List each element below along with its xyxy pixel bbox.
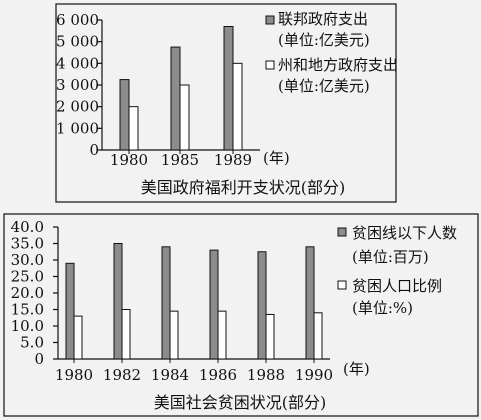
chart-1-legend-name-2: 州和地方政府支出 xyxy=(278,56,398,74)
chart-1-x-tick-label: 1989 xyxy=(214,151,252,169)
chart-1-legend-swatch-2 xyxy=(265,60,275,70)
chart-2-bar-s2-1988 xyxy=(265,313,275,360)
chart-2-y-tick-label: 0 xyxy=(34,350,44,368)
chart-2-bar-s1-1984 xyxy=(161,246,171,360)
chart-1-y-tick-label: 2 000 xyxy=(56,98,99,116)
chart-1-bar-s1-1989 xyxy=(223,26,234,151)
chart-2-y-tick-label: 15.0 xyxy=(11,301,44,319)
chart-2-bar-s1-1982 xyxy=(113,243,123,360)
chart-2-x-tick-label: 1988 xyxy=(247,366,285,384)
chart-2-bar-s2-1990 xyxy=(313,312,323,360)
chart-2-legend-name-2: 贫困人口比例 xyxy=(352,277,442,295)
chart-2-legend-swatch-2 xyxy=(337,280,347,290)
chart-2-x-unit: (年) xyxy=(343,360,370,378)
chart-1-frame xyxy=(55,3,397,203)
chart-2-bar-s1-1990 xyxy=(305,246,315,360)
chart-1-legend-swatch-1 xyxy=(265,15,275,25)
chart-1-legend-unit-2: (单位:亿美元) xyxy=(278,77,370,95)
chart-2-frame xyxy=(3,213,479,417)
chart-1-title: 美国政府福利开支状况(部分) xyxy=(141,178,346,197)
chart-2-legend-name-1: 贫困线以下人数 xyxy=(352,224,457,242)
chart-2-bar-s2-1986 xyxy=(217,310,227,360)
chart-1-y-tick-label: 1 000 xyxy=(56,119,99,137)
chart-2-bar-s2-1984 xyxy=(169,310,179,360)
chart-1-bar-s2-1985 xyxy=(179,84,190,151)
chart-2-y-tick-label: 5.0 xyxy=(20,334,44,352)
chart-1-bar-s2-1980 xyxy=(128,106,139,151)
chart-1-legend-unit-1: (单位:亿美元) xyxy=(278,31,370,49)
chart-2-bar-s2-1982 xyxy=(121,309,131,360)
chart-2-bar-s1-1980 xyxy=(65,262,75,360)
chart-2-y-tick-label: 20.0 xyxy=(11,284,44,302)
chart-2-legend-unit-2: (单位:%) xyxy=(352,299,413,317)
chart-1-y-tick-label: 5 000 xyxy=(56,33,99,51)
chart-2-bar-s1-1986 xyxy=(209,249,219,360)
chart-2-x-tick-label: 1990 xyxy=(295,366,333,384)
chart-1-bar-s1-1985 xyxy=(170,46,181,151)
chart-1-legend-name-1: 联邦政府支出 xyxy=(278,10,368,28)
chart-2-y-tick-label: 10.0 xyxy=(11,317,44,335)
chart-2-x-tick-label: 1984 xyxy=(151,366,189,384)
chart-2-x-tick-label: 1982 xyxy=(103,366,141,384)
chart-2-x-tick-label: 1986 xyxy=(199,366,237,384)
chart-2-legend-unit-1: (单位:百万) xyxy=(352,248,429,266)
chart-1-bar-s1-1980 xyxy=(119,79,130,151)
chart-2-bar-s1-1988 xyxy=(257,251,267,360)
chart-1-y-tick-label: 6 000 xyxy=(56,11,99,29)
chart-1-y-tick-label: 0 xyxy=(89,141,99,159)
chart-2-y-tick-label: 25.0 xyxy=(11,268,44,286)
chart-2-legend-swatch-1 xyxy=(337,227,347,237)
chart-1-y-tick-label: 3 000 xyxy=(56,76,99,94)
chart-2-y-tick-label: 35.0 xyxy=(11,235,44,253)
chart-2-title: 美国社会贫困状况(部分) xyxy=(154,393,327,412)
chart-2-y-tick-label: 30.0 xyxy=(11,251,44,269)
chart-1-y-tick-label: 4 000 xyxy=(56,54,99,72)
chart-2-x-tick-label: 1980 xyxy=(55,366,93,384)
chart-1-x-unit: (年) xyxy=(263,149,290,167)
chart-2-y-tick-label: 40.0 xyxy=(11,218,44,236)
chart-1-x-tick-label: 1980 xyxy=(110,151,148,169)
chart-1-x-tick-label: 1985 xyxy=(161,151,199,169)
chart-1-bar-s2-1989 xyxy=(232,62,243,151)
chart-2-bar-s2-1980 xyxy=(73,315,83,360)
